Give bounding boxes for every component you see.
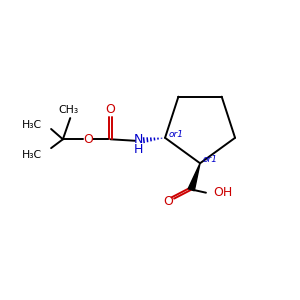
Text: H: H [134, 143, 143, 156]
Text: H₃C: H₃C [22, 150, 42, 160]
Text: or1: or1 [169, 130, 184, 139]
Text: OH: OH [213, 186, 232, 199]
Text: CH₃: CH₃ [59, 105, 79, 115]
Polygon shape [188, 163, 200, 191]
Text: or1: or1 [202, 155, 217, 164]
Text: H₃C: H₃C [22, 120, 42, 130]
Text: O: O [163, 195, 173, 208]
Text: N: N [134, 133, 143, 146]
Text: O: O [105, 103, 115, 116]
Text: O: O [83, 133, 93, 146]
